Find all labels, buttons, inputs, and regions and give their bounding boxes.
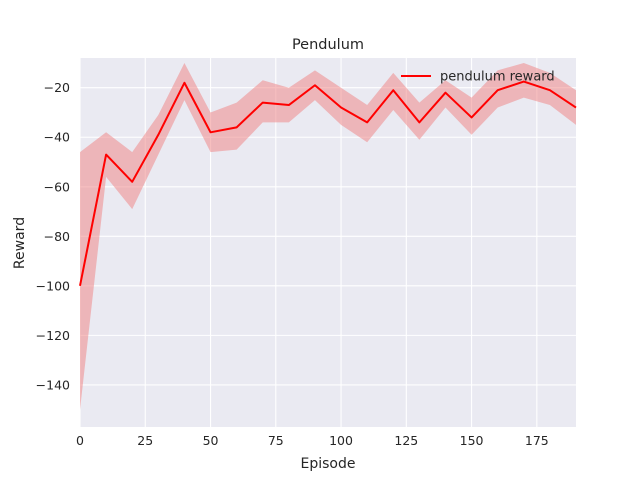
series-line	[79, 80, 577, 287]
x-tick-label: 25	[137, 433, 153, 448]
series-lines	[79, 80, 577, 287]
legend-label: pendulum reward	[440, 70, 555, 85]
x-tick-labels: 0 25 50 75 100 125 150 175	[76, 433, 549, 448]
x-tick-label: 125	[394, 433, 418, 448]
y-tick-label: −120	[36, 328, 70, 343]
y-tick-label: −100	[36, 278, 70, 293]
x-tick-label: 50	[203, 433, 219, 448]
y-tick-label: −40	[44, 130, 70, 145]
y-tick-label: −80	[44, 229, 70, 244]
chart-title: Pendulum	[292, 37, 364, 53]
y-tick-labels: −140 −120 −100 −80 −60 −40 −20	[36, 80, 70, 392]
y-tick-label: −20	[44, 80, 70, 95]
x-tick-label: 75	[268, 433, 284, 448]
y-tick-label: −60	[44, 179, 70, 194]
confidence-band	[80, 62, 576, 410]
x-axis-label: Episode	[301, 456, 356, 472]
legend: pendulum reward	[401, 70, 555, 85]
y-tick-label: −140	[36, 377, 70, 392]
confidence-bands	[80, 62, 576, 410]
y-axis-label: Reward	[12, 217, 28, 269]
x-tick-label: 150	[460, 433, 484, 448]
plot-background	[80, 58, 576, 427]
x-tick-label: 100	[329, 433, 353, 448]
x-tick-label: 0	[76, 433, 84, 448]
x-tick-label: 175	[525, 433, 549, 448]
